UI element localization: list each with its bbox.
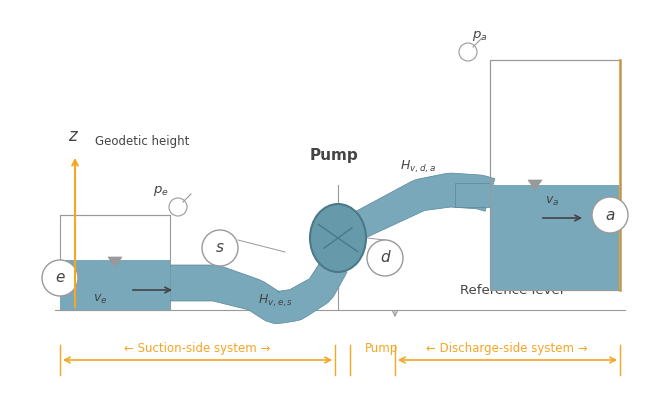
Bar <box>490 60 620 290</box>
Text: $H_{v,e,s}$: $H_{v,e,s}$ <box>258 293 293 310</box>
Circle shape <box>367 240 403 276</box>
Circle shape <box>202 230 238 266</box>
Text: ← Suction-side system →: ← Suction-side system → <box>124 342 270 355</box>
Ellipse shape <box>310 204 366 272</box>
Text: Reference level: Reference level <box>460 283 564 297</box>
Text: Geodetic height: Geodetic height <box>95 135 189 148</box>
Text: $p_a$: $p_a$ <box>472 29 488 43</box>
Text: Pump: Pump <box>310 148 359 163</box>
Text: s: s <box>216 240 224 255</box>
Polygon shape <box>170 258 347 324</box>
Text: Pump: Pump <box>365 342 398 355</box>
Text: z: z <box>68 127 77 145</box>
Bar <box>490 60 620 290</box>
Text: $v_e$: $v_e$ <box>93 293 107 306</box>
Circle shape <box>459 43 477 61</box>
Circle shape <box>592 197 628 233</box>
Circle shape <box>169 198 187 216</box>
Text: ← Discharge-side system →: ← Discharge-side system → <box>426 342 588 355</box>
Bar <box>490 185 620 290</box>
Text: d: d <box>380 250 390 265</box>
Text: $H_{v,d,a}$: $H_{v,d,a}$ <box>400 158 436 175</box>
Polygon shape <box>528 180 542 190</box>
Bar <box>60 260 170 310</box>
Circle shape <box>42 260 78 296</box>
Polygon shape <box>108 257 122 267</box>
Text: $v_a$: $v_a$ <box>545 195 559 208</box>
Text: a: a <box>605 208 615 223</box>
Text: e: e <box>55 270 65 285</box>
Text: $p_e$: $p_e$ <box>153 184 169 198</box>
Bar <box>455 183 490 207</box>
Bar <box>60 215 170 310</box>
Polygon shape <box>354 173 495 238</box>
